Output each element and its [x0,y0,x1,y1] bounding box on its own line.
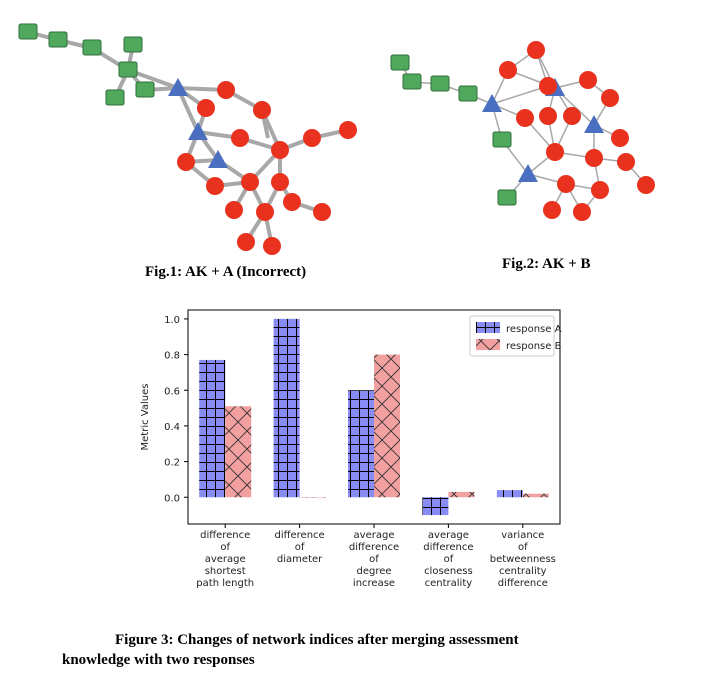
x-tick-label: of [444,554,454,565]
bar-response-a [496,490,523,498]
fig2-circle-nodes [499,41,655,221]
y-tick-label: 1.0 [164,315,180,326]
y-axis-label: Metric Values [140,384,151,451]
fig2-triangle-nodes [482,78,604,182]
x-tick-label: variance [501,530,544,541]
x-tick-label: closeness [424,566,473,577]
fig2-caption: Fig.2: AK + B [502,256,591,272]
x-tick-label: of [369,554,379,565]
y-tick-label: 0.4 [164,422,180,433]
x-tick-label: shortest [205,566,246,577]
x-tick-label: betweenness [490,554,556,565]
legend-label: response B [506,341,562,352]
x-tick-label: average [354,530,395,541]
x-tick-label: difference [274,530,324,541]
legend-label: response A [506,324,562,335]
fig1-square-nodes [18,23,155,106]
x-tick-label: path length [196,578,254,589]
x-tick-label: increase [353,578,395,589]
x-tick-label: average [205,554,246,565]
x-tick-label: difference [498,578,548,589]
network-graph-fig2 [390,41,655,221]
bar-response-b [374,354,400,498]
bar-response-b [225,406,252,498]
fig1-circle-nodes [177,81,357,255]
x-tick-label: centrality [499,566,547,577]
fig1-caption: Fig.1: AK + A (Incorrect) [145,264,307,280]
y-tick-label: 0.6 [164,386,180,397]
bar-response-a [348,390,374,498]
bar-response-a [273,318,300,498]
fig2-edges [399,49,647,213]
x-tick-label: average [428,530,469,541]
bar-response-b [299,497,326,498]
figure3-caption-line2: knowledge with two responses [62,652,255,668]
x-tick-label: degree [356,566,391,577]
x-tick-label: of [518,542,528,553]
legend-swatch [476,322,500,333]
fig1-triangle-nodes [168,78,228,168]
x-tick-label: of [295,542,305,553]
x-tick-label: centrality [425,578,473,589]
figure3-caption-line1: Figure 3: Changes of network indices aft… [115,632,519,648]
legend-swatch [476,339,500,350]
bar-response-a [422,497,449,516]
y-tick-label: 0.8 [164,351,180,362]
y-tick-label: 0.0 [164,493,180,504]
bar-chart-svg: 1.0 0.8 0.6 0.4 0.2 0.0 Metric Values differenc… [140,309,562,589]
x-tick-label: difference [349,542,399,553]
bar-chart: 1.0 0.8 0.6 0.4 0.2 0.0 Metric Values differenc… [130,296,570,606]
bar-response-a [199,359,226,498]
bar-response-b [448,491,475,498]
x-tick-label: difference [423,542,473,553]
x-tick-label: difference [200,530,250,541]
network-graph-fig1 [18,23,357,255]
fig1-edges [27,30,349,247]
x-tick-label: of [220,542,230,553]
fig2-square-nodes [390,54,517,206]
x-tick-label: diameter [277,554,323,565]
y-tick-label: 0.2 [164,458,180,469]
bar-response-b [522,493,549,498]
